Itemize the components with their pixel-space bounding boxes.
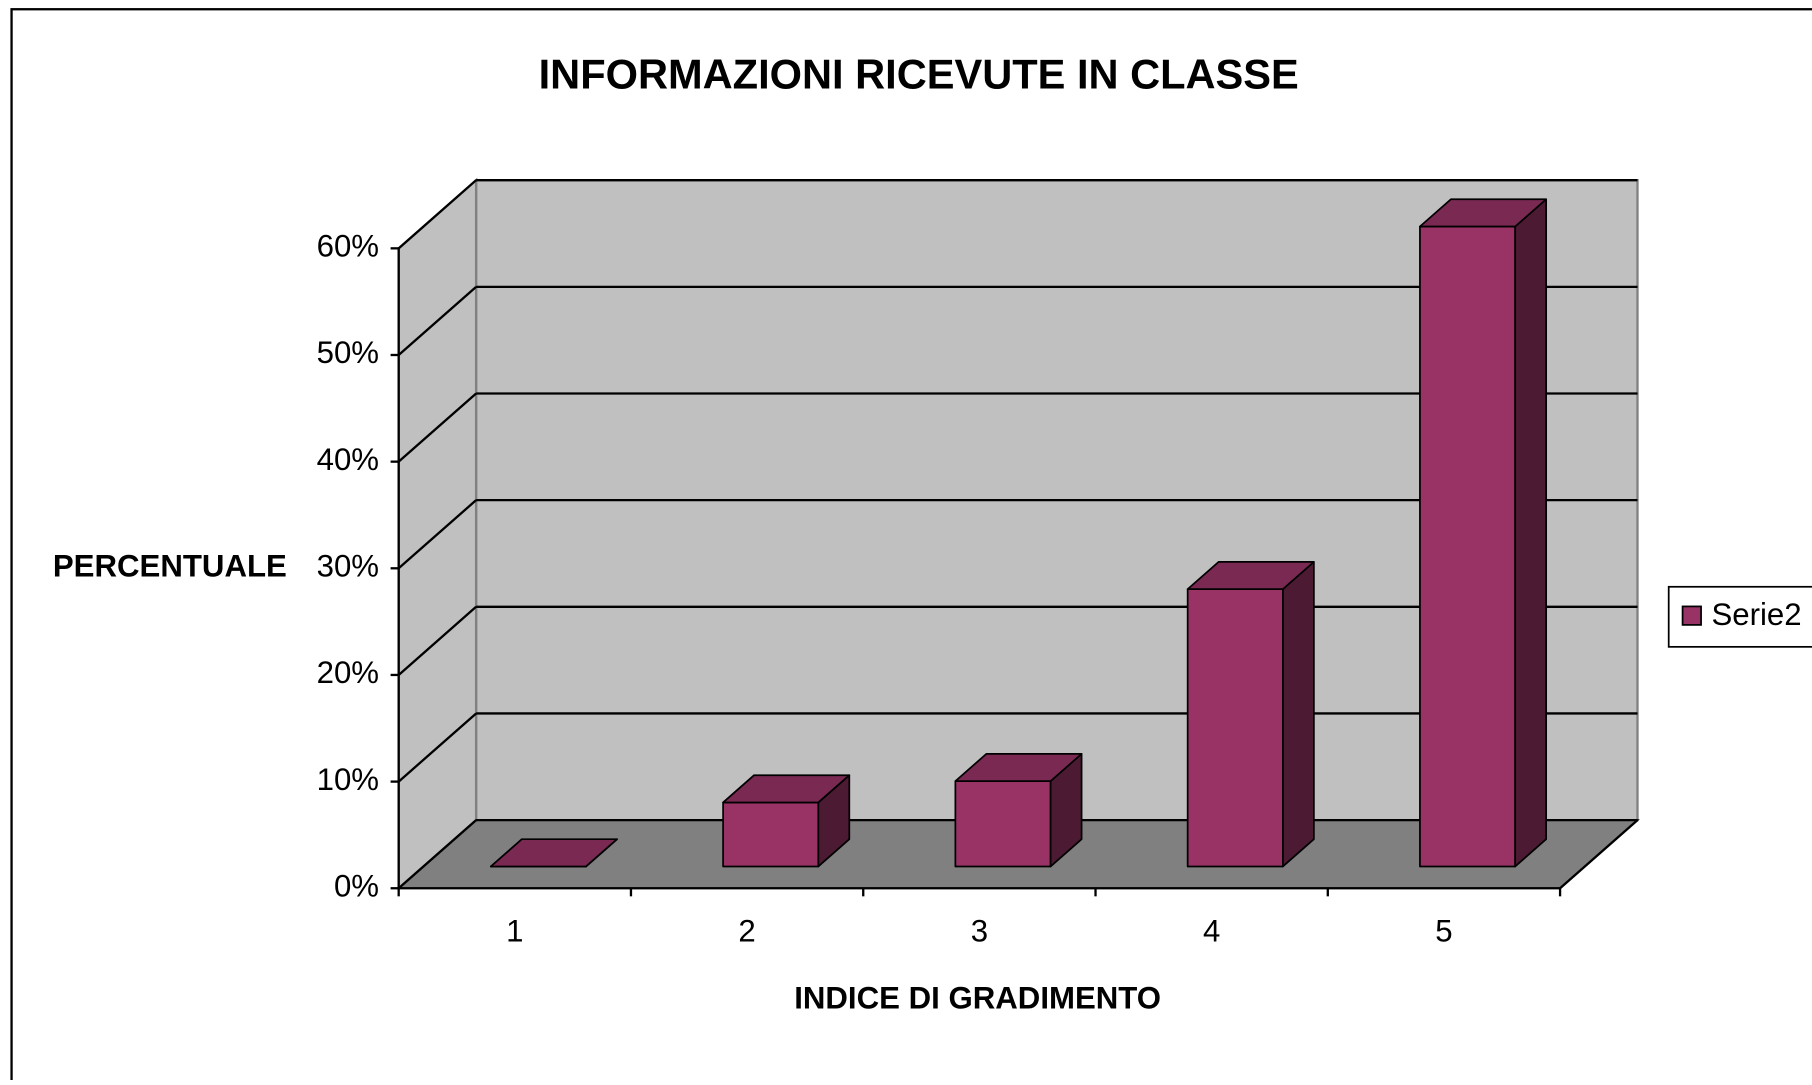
grid-line bbox=[397, 499, 477, 570]
bar-side bbox=[1282, 561, 1315, 868]
grid-line bbox=[397, 819, 477, 890]
bar-front bbox=[1419, 225, 1517, 868]
bar-front bbox=[722, 801, 820, 868]
grid-line bbox=[397, 712, 477, 783]
grid-line bbox=[397, 392, 477, 463]
y-tick-label: 0% bbox=[334, 868, 379, 903]
bar-front bbox=[1186, 588, 1284, 868]
y-tick-label: 40% bbox=[317, 442, 379, 477]
legend-label: Serie2 bbox=[1711, 597, 1801, 632]
y-tick-label: 10% bbox=[317, 762, 379, 797]
y-tick-label: 60% bbox=[317, 229, 379, 264]
y-axis-label: PERCENTUALE bbox=[53, 549, 287, 584]
grid-line bbox=[397, 605, 477, 676]
bar-top bbox=[1186, 561, 1315, 591]
y-tick-label: 30% bbox=[317, 549, 379, 584]
chart-title: INFORMAZIONI RICEVUTE IN CLASSE bbox=[539, 50, 1299, 97]
x-axis-label: INDICE DI GRADIMENTO bbox=[794, 981, 1161, 1016]
bar-side bbox=[1514, 198, 1548, 868]
x-tick-label: 4 bbox=[1203, 914, 1220, 949]
x-tick-label: 5 bbox=[1435, 914, 1452, 949]
grid-line bbox=[397, 179, 477, 250]
depth-edge bbox=[1559, 819, 1639, 890]
x-tick-label: 2 bbox=[738, 914, 755, 949]
x-tick-label: 1 bbox=[506, 914, 523, 949]
bar-top bbox=[1419, 198, 1548, 228]
grid-line bbox=[397, 285, 477, 356]
bar-front bbox=[954, 780, 1052, 868]
x-tick-label: 3 bbox=[971, 914, 988, 949]
y-tick-label: 50% bbox=[317, 335, 379, 370]
y-tick-label: 20% bbox=[317, 655, 379, 690]
bar-top bbox=[489, 838, 618, 868]
legend-swatch bbox=[1681, 605, 1702, 626]
bar-top bbox=[722, 774, 851, 804]
bar-top bbox=[954, 753, 1083, 782]
